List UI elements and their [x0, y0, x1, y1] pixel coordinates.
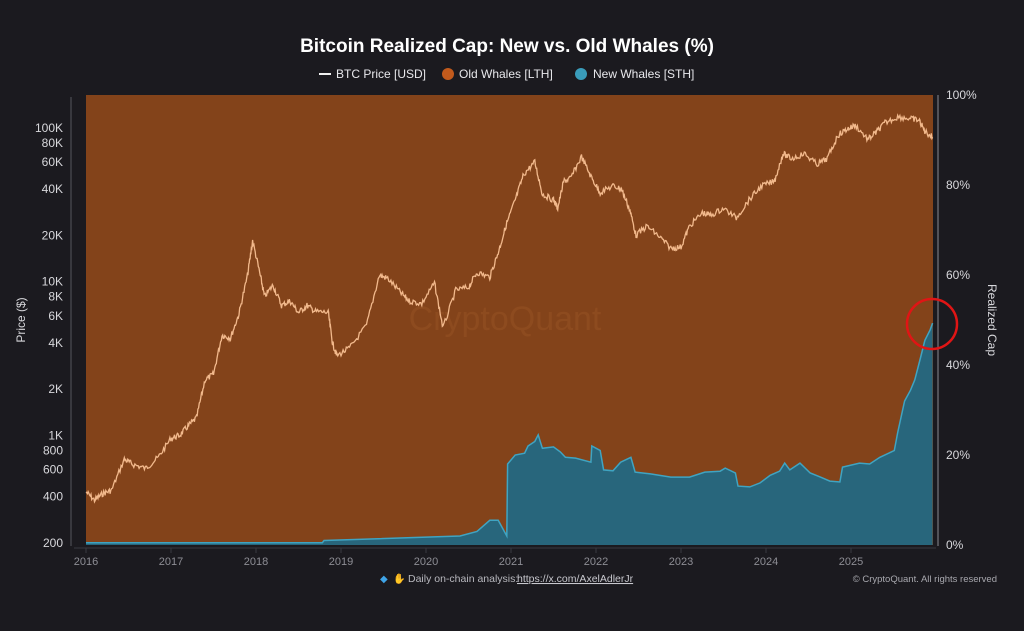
left-axis-label: Price ($)	[14, 297, 28, 342]
new-whales-area	[86, 323, 933, 545]
left-tick-label: 40K	[42, 182, 63, 196]
btc-price-line	[85, 113, 934, 504]
x-tick-label: 2025	[839, 556, 863, 568]
watermark: CryptoQuant	[409, 300, 602, 338]
left-tick-label: 80K	[42, 136, 63, 150]
gem-icon: ◆	[380, 574, 388, 585]
copyright: © CryptoQuant. All rights reserved	[853, 574, 997, 585]
right-axis-ticks: 0% 20% 40% 60% 80% 100%	[946, 88, 977, 552]
x-tick-label: 2020	[414, 556, 438, 568]
x-tick-label: 2021	[499, 556, 523, 568]
new-whales-line	[86, 322, 934, 544]
raised-hands-icon: ✋	[393, 572, 405, 585]
left-tick-label: 60K	[42, 155, 63, 169]
left-tick-label: 8K	[48, 290, 63, 304]
legend-item-price[interactable]: BTC Price [USD]	[319, 67, 426, 81]
footer-label: Daily on-chain analysis:	[408, 573, 518, 585]
left-tick-label: 400	[43, 490, 63, 504]
left-tick-label: 20K	[42, 228, 63, 242]
left-tick-label: 4K	[48, 336, 63, 350]
x-tick-label: 2018	[244, 556, 268, 568]
right-axis-label: Realized Cap	[985, 284, 999, 356]
right-tick-label: 100%	[946, 88, 977, 102]
left-tick-label: 100K	[35, 121, 63, 135]
legend-dot-icon	[575, 68, 587, 80]
footer: ◆ ✋ Daily on-chain analysis: https://x.c…	[380, 572, 997, 585]
right-tick-label: 40%	[946, 358, 970, 372]
x-tick-label: 2024	[754, 556, 778, 568]
legend-label: New Whales [STH]	[593, 67, 694, 81]
legend-label: Old Whales [LTH]	[459, 67, 553, 81]
chart-title: Bitcoin Realized Cap: New vs. Old Whales…	[300, 36, 714, 57]
footer-link[interactable]: https://x.com/AxelAdlerJr	[517, 573, 634, 585]
left-tick-label: 200	[43, 536, 63, 550]
left-tick-label: 10K	[42, 275, 63, 289]
legend-item-new-whales[interactable]: New Whales [STH]	[575, 67, 694, 81]
right-tick-label: 0%	[946, 538, 964, 552]
left-tick-label: 800	[43, 443, 63, 457]
x-tick-label: 2017	[159, 556, 183, 568]
left-tick-label: 2K	[48, 382, 63, 396]
x-axis-ticks: 2016 2017 2018 2019 2020 2021 2022 2023 2024 2025	[74, 548, 863, 568]
x-tick-label: 2019	[329, 556, 353, 568]
left-tick-label: 1K	[48, 429, 63, 443]
right-tick-label: 60%	[946, 268, 970, 282]
legend-label: BTC Price [USD]	[336, 67, 426, 81]
legend-item-old-whales[interactable]: Old Whales [LTH]	[442, 67, 553, 81]
legend: BTC Price [USD] Old Whales [LTH] New Wha…	[319, 67, 694, 81]
right-tick-label: 20%	[946, 448, 970, 462]
legend-dot-icon	[442, 68, 454, 80]
left-tick-label: 600	[43, 463, 63, 477]
annotation-circle	[905, 297, 959, 351]
right-tick-label: 80%	[946, 178, 970, 192]
x-tick-label: 2023	[669, 556, 693, 568]
x-tick-label: 2016	[74, 556, 98, 568]
left-tick-label: 6K	[48, 309, 63, 323]
x-tick-label: 2022	[584, 556, 608, 568]
